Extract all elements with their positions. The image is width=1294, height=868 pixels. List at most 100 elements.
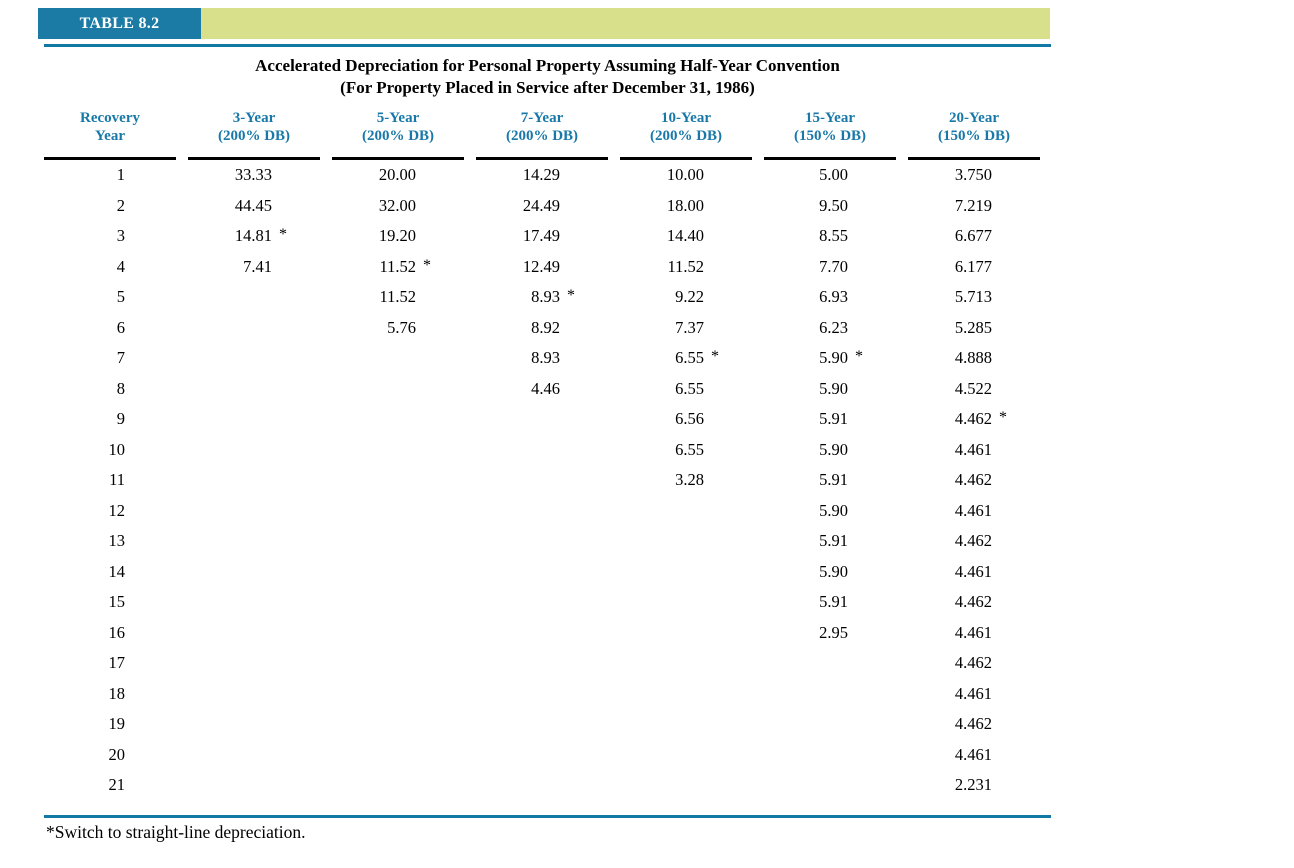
column-header-line2: (200% DB) [361, 128, 435, 144]
asterisk-placeholder [992, 562, 1018, 582]
asterisk-placeholder [848, 257, 874, 277]
value-wrap: 4.462 [930, 592, 1018, 612]
recovery-year-value: 18 [108, 683, 126, 703]
asterisk-placeholder [848, 592, 874, 612]
asterisk-placeholder [848, 318, 874, 338]
depreciation-percent: 6.93 [819, 287, 848, 307]
depreciation-value-cell [332, 557, 464, 588]
asterisk-placeholder [992, 745, 1018, 765]
column-header-line1: 5-Year [376, 110, 420, 126]
recovery-year-value: 17 [108, 653, 126, 673]
switch-to-straight-line-asterisk: * [855, 348, 863, 366]
depreciation-value-cell: 2.95 [764, 618, 896, 649]
depreciation-value-cell: 6.55 [620, 374, 752, 405]
value-wrap: 9.50 [786, 196, 874, 216]
depreciation-percent: 8.93 [531, 348, 560, 368]
depreciation-percent: 2.231 [954, 775, 992, 795]
asterisk-placeholder [992, 196, 1018, 216]
depreciation-value-cell [476, 526, 608, 557]
asterisk-placeholder [848, 501, 874, 521]
depreciation-percent: 20.00 [378, 165, 416, 185]
depreciation-percent: 5.91 [819, 531, 848, 551]
table-row: 10 6.55 5.90 4.461 [44, 435, 1040, 466]
table-title-line2: (For Property Placed in Service after De… [340, 78, 755, 97]
value-wrap: 4.462 [930, 714, 1018, 734]
value-wrap: 5.90 * [786, 348, 874, 368]
asterisk-placeholder [560, 226, 586, 246]
depreciation-value-cell [332, 435, 464, 466]
value-wrap: 4.46 [498, 379, 586, 399]
depreciation-value-cell [476, 770, 608, 801]
value-wrap: 6.177 [930, 257, 1018, 277]
depreciation-value-cell [188, 709, 320, 740]
depreciation-value-cell [764, 709, 896, 740]
recovery-year-cell: 20 [44, 740, 176, 771]
depreciation-value-cell: 3.28 [620, 465, 752, 496]
depreciation-percent: 2.95 [819, 622, 848, 642]
recovery-year-value: 19 [108, 714, 126, 734]
value-wrap: 5.90 [786, 440, 874, 460]
recovery-year-value: 3 [116, 226, 125, 246]
value-wrap: 8.92 [498, 318, 586, 338]
depreciation-value-cell: 5.713 [908, 282, 1040, 313]
depreciation-percent: 4.46 [531, 378, 560, 398]
table-row: 5 11.52 8.93 * 9.22 6.93 5.713 [44, 282, 1040, 313]
depreciation-value-cell: 6.93 [764, 282, 896, 313]
depreciation-percent: 6.55 [675, 439, 704, 459]
depreciation-percent: 4.461 [954, 439, 992, 459]
depreciation-percent: 6.55 [675, 348, 704, 368]
depreciation-value-cell: 7.41 [188, 252, 320, 283]
column-header-10-year: 10-Year (200% DB) [620, 104, 752, 160]
table-row: 11 3.28 5.91 4.462 [44, 465, 1040, 496]
value-wrap: 20.00 [354, 165, 442, 185]
recovery-year-cell: 9 [44, 404, 176, 435]
depreciation-value-cell: 4.461 [908, 740, 1040, 771]
depreciation-percent: 6.23 [819, 317, 848, 337]
banner-fill-bar [201, 8, 1050, 39]
depreciation-value-cell [332, 526, 464, 557]
asterisk-placeholder [416, 226, 442, 246]
asterisk-placeholder [848, 623, 874, 643]
depreciation-percent: 7.219 [954, 195, 992, 215]
depreciation-value-cell [332, 770, 464, 801]
depreciation-value-cell [764, 740, 896, 771]
depreciation-value-cell [332, 648, 464, 679]
depreciation-value-cell [476, 557, 608, 588]
depreciation-percent: 18.00 [666, 195, 704, 215]
depreciation-value-cell [332, 587, 464, 618]
depreciation-value-cell [476, 709, 608, 740]
recovery-year-cell: 21 [44, 770, 176, 801]
depreciation-value-cell [620, 526, 752, 557]
depreciation-value-cell: 3.750 [908, 160, 1040, 191]
value-wrap: 5.285 [930, 318, 1018, 338]
depreciation-value-cell: 18.00 [620, 191, 752, 222]
depreciation-value-cell: 6.177 [908, 252, 1040, 283]
depreciation-value-cell: 8.93 [476, 343, 608, 374]
depreciation-value-cell [620, 496, 752, 527]
bottom-rule [44, 815, 1051, 818]
column-header-line1: 3-Year [232, 110, 276, 126]
column-header-15-year: 15-Year (150% DB) [764, 104, 896, 160]
depreciation-value-cell: 8.93 * [476, 282, 608, 313]
asterisk-placeholder [848, 562, 874, 582]
depreciation-value-cell [476, 679, 608, 710]
asterisk-placeholder [704, 379, 730, 399]
depreciation-value-cell: 5.76 [332, 313, 464, 344]
table-row: 21 2.231 [44, 770, 1040, 801]
depreciation-value-cell: 5.90 [764, 496, 896, 527]
depreciation-percent: 5.76 [387, 317, 416, 337]
depreciation-value-cell [476, 496, 608, 527]
value-wrap: 11.52 [642, 257, 730, 277]
recovery-year-value: 15 [108, 592, 126, 612]
asterisk-placeholder [992, 470, 1018, 490]
depreciation-value-cell [764, 679, 896, 710]
value-wrap: 3.750 [930, 165, 1018, 185]
depreciation-value-cell: 4.462 [908, 709, 1040, 740]
depreciation-value-cell [476, 404, 608, 435]
depreciation-percent: 5.91 [819, 409, 848, 429]
depreciation-value-cell: 4.888 [908, 343, 1040, 374]
asterisk-placeholder [992, 318, 1018, 338]
depreciation-value-cell: 4.461 [908, 618, 1040, 649]
recovery-year-cell: 8 [44, 374, 176, 405]
depreciation-value-cell: 17.49 [476, 221, 608, 252]
